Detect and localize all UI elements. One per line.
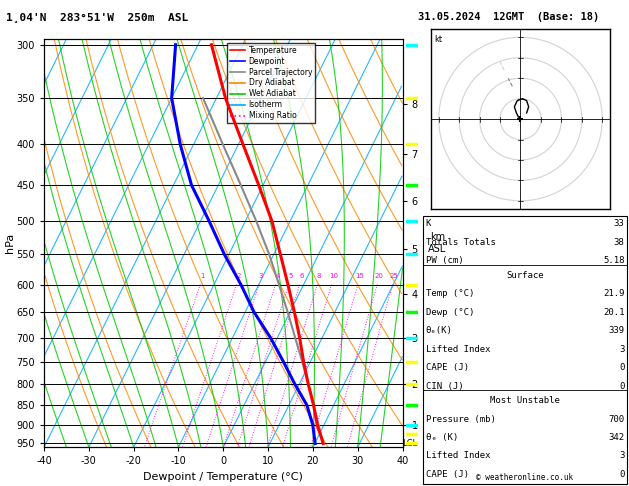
Text: 0: 0 xyxy=(619,382,625,391)
Text: K: K xyxy=(426,219,431,228)
Text: 8: 8 xyxy=(317,273,321,278)
Text: 21.9: 21.9 xyxy=(603,289,625,298)
Text: 5: 5 xyxy=(288,273,292,278)
Text: 339: 339 xyxy=(608,326,625,335)
Text: 6: 6 xyxy=(299,273,304,278)
Text: 0: 0 xyxy=(619,363,625,372)
Text: 3: 3 xyxy=(259,273,263,278)
Text: 3: 3 xyxy=(619,451,625,461)
Text: CIN (J): CIN (J) xyxy=(426,382,464,391)
Text: 10: 10 xyxy=(329,273,338,278)
Text: 342: 342 xyxy=(608,433,625,442)
Text: 20: 20 xyxy=(375,273,384,278)
Text: 15: 15 xyxy=(355,273,364,278)
Text: Totals Totals: Totals Totals xyxy=(426,238,496,247)
Text: CAPE (J): CAPE (J) xyxy=(426,470,469,479)
Text: PW (cm): PW (cm) xyxy=(426,256,464,265)
Text: Temp (°C): Temp (°C) xyxy=(426,289,474,298)
Text: kt: kt xyxy=(434,35,442,44)
Y-axis label: km
ASL: km ASL xyxy=(428,232,447,254)
Text: Lifted Index: Lifted Index xyxy=(426,451,491,461)
Text: LCL: LCL xyxy=(403,439,418,448)
Text: Most Unstable: Most Unstable xyxy=(490,396,560,405)
Text: 0: 0 xyxy=(619,470,625,479)
Text: 3: 3 xyxy=(619,345,625,354)
X-axis label: Dewpoint / Temperature (°C): Dewpoint / Temperature (°C) xyxy=(143,472,303,482)
Text: 4: 4 xyxy=(276,273,280,278)
Text: 2: 2 xyxy=(237,273,241,278)
Text: Surface: Surface xyxy=(506,271,543,280)
Text: 38: 38 xyxy=(614,238,625,247)
Text: 31.05.2024  12GMT  (Base: 18): 31.05.2024 12GMT (Base: 18) xyxy=(418,12,599,22)
Text: Lifted Index: Lifted Index xyxy=(426,345,491,354)
Text: 20.1: 20.1 xyxy=(603,308,625,317)
Text: 1¸04'N  283°51'W  250m  ASL: 1¸04'N 283°51'W 250m ASL xyxy=(6,12,189,22)
Text: 1: 1 xyxy=(200,273,204,278)
Y-axis label: hPa: hPa xyxy=(5,233,15,253)
Text: CAPE (J): CAPE (J) xyxy=(426,363,469,372)
Text: 700: 700 xyxy=(608,415,625,424)
Text: 33: 33 xyxy=(614,219,625,228)
Text: Dewp (°C): Dewp (°C) xyxy=(426,308,474,317)
Text: 25: 25 xyxy=(390,273,399,278)
Text: θₑ (K): θₑ (K) xyxy=(426,433,458,442)
Text: 5.18: 5.18 xyxy=(603,256,625,265)
Text: © weatheronline.co.uk: © weatheronline.co.uk xyxy=(476,473,574,482)
Text: θₑ(K): θₑ(K) xyxy=(426,326,453,335)
Legend: Temperature, Dewpoint, Parcel Trajectory, Dry Adiabat, Wet Adiabat, Isotherm, Mi: Temperature, Dewpoint, Parcel Trajectory… xyxy=(227,43,315,123)
Text: Pressure (mb): Pressure (mb) xyxy=(426,415,496,424)
